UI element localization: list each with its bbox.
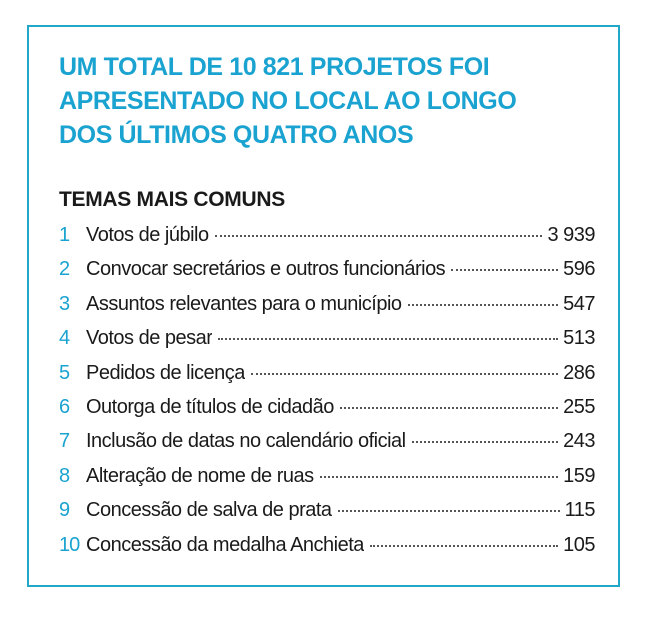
list-item: 7 Inclusão de datas no calendário oficia… <box>59 430 595 464</box>
info-box: UM TOTAL DE 10 821 PROJETOS FOI APRESENT… <box>27 25 620 587</box>
item-label: Inclusão de datas no calendário oficial <box>86 430 406 453</box>
item-value: 3 939 <box>547 224 595 246</box>
item-value: 105 <box>563 533 595 556</box>
item-label: Pedidos de licença <box>86 361 245 384</box>
list-item: 5 Pedidos de licença 286 <box>59 362 595 396</box>
dot-leader <box>369 544 559 547</box>
item-value: 243 <box>563 430 595 453</box>
list-item: 2 Convocar secretários e outros funcioná… <box>59 258 595 292</box>
dot-leader <box>214 235 543 237</box>
dot-leader <box>337 510 560 513</box>
ranking-list: 1 Votos de júbilo 3 939 2 Convocar secre… <box>59 224 596 568</box>
item-value: 159 <box>563 464 595 487</box>
list-item: 9 Concessão de salva de prata 115 <box>59 499 596 533</box>
item-label: Votos de pesar <box>86 327 213 350</box>
item-rank: 3 <box>59 292 70 315</box>
item-rank: 8 <box>59 464 70 487</box>
headline: UM TOTAL DE 10 821 PROJETOS FOI APRESENT… <box>59 50 599 152</box>
item-rank: 7 <box>59 430 70 453</box>
list-item: 10 Concessão da medalha Anchieta 105 <box>59 534 595 568</box>
list-item: 6 Outorga de títulos de cidadão 255 <box>59 396 595 430</box>
item-rank: 9 <box>59 499 70 522</box>
list-item: 3 Assuntos relevantes para o município 5… <box>59 293 595 327</box>
item-value: 286 <box>563 361 595 384</box>
list-item: 8 Alteração de nome de ruas 159 <box>59 465 595 499</box>
dot-leader <box>250 372 559 375</box>
item-value: 547 <box>563 292 595 315</box>
item-value: 115 <box>564 499 596 522</box>
item-label: Concessão da medalha Anchieta <box>86 533 364 556</box>
item-label: Outorga de títulos de cidadão <box>86 395 334 418</box>
item-rank: 2 <box>59 258 70 281</box>
item-label: Alteração de nome de ruas <box>86 464 314 487</box>
list-item: 4 Votos de pesar 513 <box>59 327 595 361</box>
section-title: TEMAS MAIS COMUNS <box>59 188 285 211</box>
item-label: Votos de júbilo <box>86 224 209 246</box>
item-rank: 6 <box>59 395 70 418</box>
item-label: Convocar secretários e outros funcionári… <box>86 258 446 281</box>
dot-leader <box>339 406 559 409</box>
item-rank: 5 <box>59 361 70 384</box>
item-rank: 1 <box>59 224 70 246</box>
item-value: 596 <box>563 258 595 281</box>
item-rank: 10 <box>59 533 80 556</box>
item-label: Assuntos relevantes para o município <box>86 292 402 315</box>
dot-leader <box>407 303 559 306</box>
dot-leader <box>451 269 559 272</box>
dot-leader <box>411 441 559 444</box>
headline-line-1: UM TOTAL DE 10 821 PROJETOS FOI <box>59 53 490 81</box>
headline-line-3: DOS ÚLTIMOS QUATRO ANOS <box>59 121 414 149</box>
list-item: 1 Votos de júbilo 3 939 <box>59 224 595 258</box>
dot-leader <box>218 338 559 341</box>
dot-leader <box>319 475 559 478</box>
item-label: Concessão de salva de prata <box>86 499 332 522</box>
item-value: 513 <box>563 327 595 350</box>
item-rank: 4 <box>59 327 70 350</box>
headline-line-2: APRESENTADO NO LOCAL AO LONGO <box>59 87 517 115</box>
item-value: 255 <box>563 395 595 418</box>
